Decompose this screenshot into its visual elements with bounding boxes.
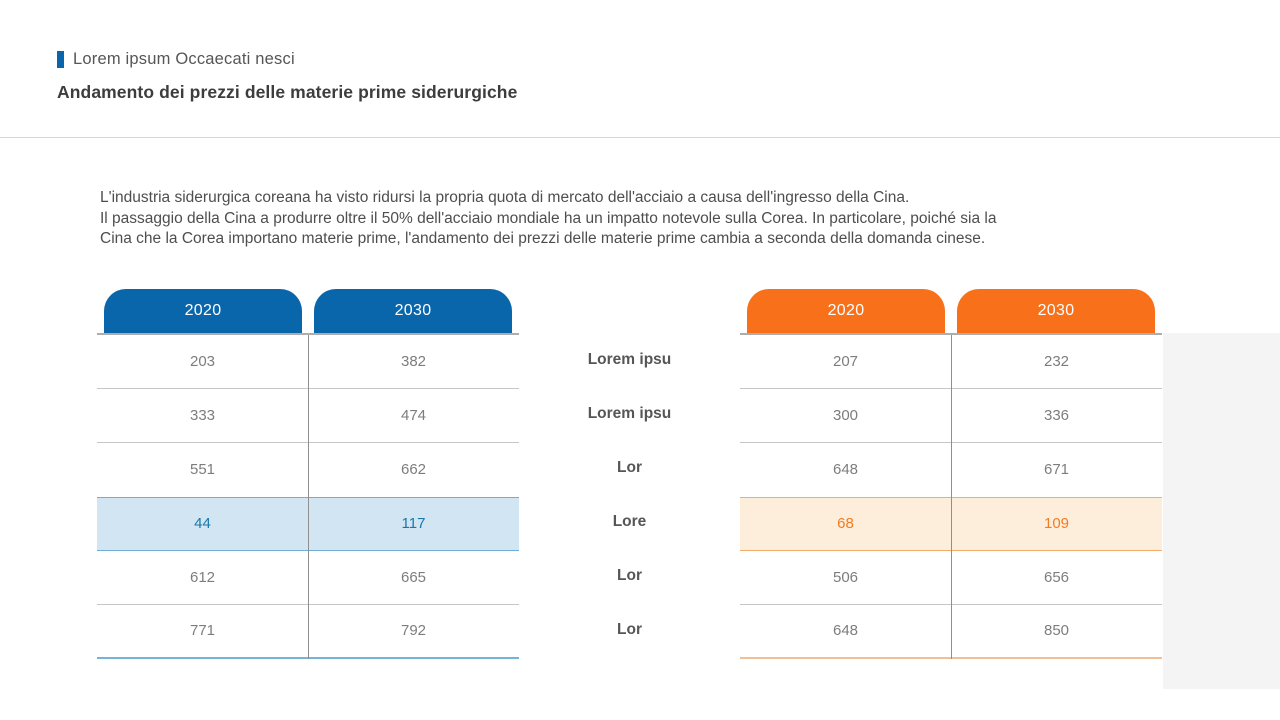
header-divider: [0, 137, 1280, 138]
right-header-2030: 2030: [957, 289, 1155, 333]
row-label: Lore: [612, 513, 647, 530]
table-cell: 117: [401, 515, 426, 532]
table-row: 551 662: [97, 443, 519, 497]
table-cell: 648: [832, 461, 859, 478]
intro-paragraph: L'industria siderurgica coreana ha visto…: [100, 189, 997, 247]
table-cell: 382: [400, 352, 427, 370]
table-cell: 506: [832, 568, 859, 586]
left-table-body: 203 382 333 474 551 662 44 117 612 665 7…: [97, 334, 519, 659]
right-table-body: 207 232 300 336 648 671 68 109 506 656 6…: [740, 334, 1162, 659]
table-cell: 671: [1043, 461, 1070, 478]
right-background-panel: [1163, 333, 1280, 689]
table-row: 648 671: [740, 443, 1162, 497]
left-table-header: 2020 2030: [97, 289, 519, 333]
row-label: Lor: [617, 459, 642, 476]
page-title: Andamento dei prezzi delle materie prime…: [57, 82, 518, 102]
row-label: Lor: [617, 621, 642, 638]
table-cell: 612: [189, 568, 216, 586]
left-header-2020: 2020: [104, 289, 302, 333]
table-cell: 551: [189, 461, 216, 478]
table-cell: 44: [194, 515, 211, 532]
right-table-header: 2020 2030: [740, 289, 1162, 333]
row-label: Lorem ipsu: [587, 405, 672, 422]
table-cell: 333: [189, 406, 216, 424]
right-table-column-divider: [951, 334, 952, 659]
table-cell: 662: [400, 461, 427, 478]
left-table: 2020 2030 203 382 333 474 551 662 44 117: [97, 289, 519, 659]
table-cell: 207: [832, 352, 859, 370]
row-labels: Lorem ipsu Lorem ipsu Lor Lore Lor Lor: [519, 333, 740, 657]
table-cell: 648: [832, 622, 859, 639]
table-cell: 109: [1043, 515, 1070, 532]
eyebrow-label: Lorem ipsum Occaecati nesci: [73, 50, 295, 68]
table-cell: 68: [837, 515, 854, 532]
table-cell: 474: [400, 406, 427, 424]
table-cell: 665: [400, 568, 427, 586]
table-cell: 336: [1043, 406, 1070, 424]
table-cell: 771: [189, 622, 216, 639]
right-table: 2020 2030 207 232 300 336 648 671 68 109: [740, 289, 1162, 659]
left-table-header-rule: [97, 333, 519, 335]
table-cell: 792: [400, 622, 427, 639]
table-cell: 850: [1043, 622, 1070, 639]
left-header-2030: 2030: [314, 289, 512, 333]
right-table-header-rule: [740, 333, 1162, 335]
table-cell: 232: [1043, 352, 1070, 370]
table-cell: 656: [1043, 568, 1070, 586]
eyebrow-bullet-icon: [57, 51, 64, 68]
table-cell: 300: [832, 406, 859, 424]
left-table-column-divider: [308, 334, 309, 659]
table-cell: 203: [189, 352, 216, 370]
row-label: Lor: [617, 567, 642, 584]
row-label: Lorem ipsu: [587, 351, 672, 368]
right-header-2020: 2020: [747, 289, 945, 333]
eyebrow: Lorem ipsum Occaecati nesci: [57, 50, 295, 69]
